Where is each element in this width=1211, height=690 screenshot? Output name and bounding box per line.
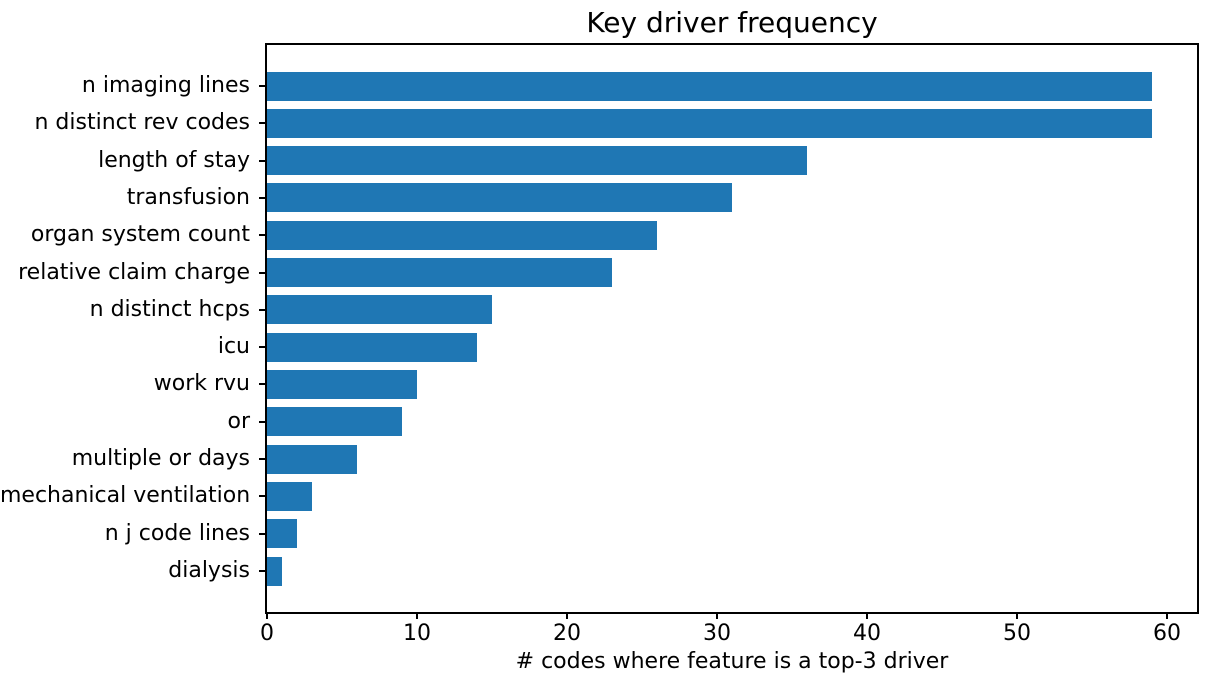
bar-mechanical-ventilation [267, 481, 312, 511]
y-tick-mark [259, 532, 267, 535]
y-tick-mark [259, 346, 267, 349]
chart-title: Key driver frequency [586, 6, 878, 39]
y-tick-mark [259, 495, 267, 498]
x-tick-mark [716, 612, 718, 619]
y-axis-label: relative claim charge [18, 259, 250, 285]
x-axis-title: # codes where feature is a top-3 driver [515, 649, 949, 674]
y-tick-mark [259, 308, 267, 311]
y-tick-mark [259, 420, 267, 423]
y-axis-label: dialysis [168, 558, 250, 583]
bar-multiple-or-days [267, 444, 357, 474]
y-axis-label: n imaging lines [81, 73, 250, 98]
y-tick-mark [259, 85, 267, 87]
y-axis-label: or [227, 408, 250, 434]
x-axis-tick-label: 20 [553, 621, 581, 646]
y-tick-mark [259, 122, 267, 125]
x-tick-mark [866, 612, 868, 619]
x-axis-tick-label: 50 [1003, 621, 1031, 646]
y-tick-mark [259, 196, 267, 199]
bar-length-of-stay [267, 146, 807, 176]
y-axis-label: icu [217, 334, 250, 360]
x-tick-mark [1016, 612, 1018, 619]
y-tick-mark [259, 383, 267, 386]
y-tick-mark [259, 271, 267, 274]
y-tick-mark [259, 234, 267, 237]
y-axis-label: length of stay [98, 147, 250, 173]
bar-work-rvu [267, 369, 417, 399]
y-axis-label: organ system count [30, 222, 250, 248]
bar-n-distinct-rev-codes [267, 108, 1152, 138]
y-axis-label: n distinct hcps [89, 296, 250, 322]
y-axis-label: transfusion [126, 184, 250, 210]
y-axis-label: n distinct rev codes [34, 110, 251, 136]
bar-organ-system-count [267, 220, 657, 250]
y-tick-mark [259, 570, 267, 572]
bar-n-distinct-hcps [267, 295, 492, 325]
x-tick-mark [416, 612, 418, 619]
bar-relative-claim-charge [267, 258, 612, 288]
x-axis-tick-label: 30 [703, 621, 731, 646]
y-axis-label: work rvu [153, 371, 250, 397]
bar-icu [267, 332, 477, 362]
x-tick-mark [266, 612, 268, 619]
plot-area [265, 43, 1199, 614]
y-tick-mark [259, 458, 267, 461]
x-tick-mark [1166, 612, 1168, 619]
bar-n-j-code-lines [267, 519, 297, 549]
y-tick-mark [259, 159, 267, 162]
y-axis-label: n j code lines [104, 520, 250, 546]
x-axis-tick-label: 0 [260, 621, 274, 646]
y-axis-label: multiple or days [71, 446, 250, 472]
x-axis-tick-label: 10 [403, 621, 431, 646]
x-axis-tick-label: 60 [1153, 621, 1181, 646]
bar-or [267, 407, 402, 437]
y-axis-label: mechanical ventilation [0, 483, 251, 509]
x-axis-tick-label: 40 [853, 621, 881, 646]
bar-transfusion [267, 183, 732, 213]
bar-dialysis [267, 556, 282, 586]
x-tick-mark [566, 612, 568, 619]
bar-n-imaging-lines [267, 71, 1152, 101]
